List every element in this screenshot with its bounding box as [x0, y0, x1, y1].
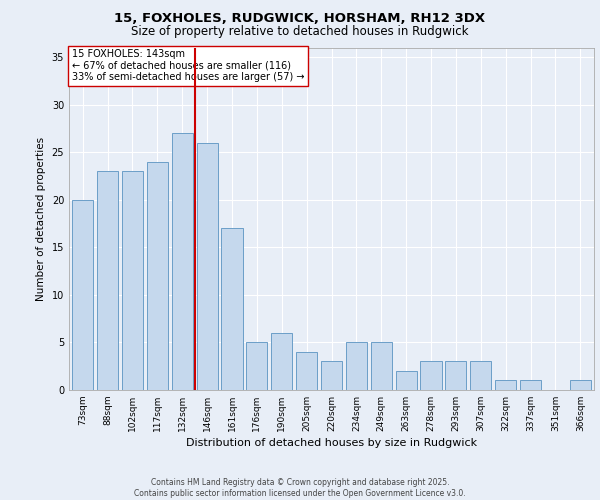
Bar [495, 380, 516, 390]
Bar [470, 362, 491, 390]
Text: 15 FOXHOLES: 143sqm
← 67% of detached houses are smaller (116)
33% of semi-detac: 15 FOXHOLES: 143sqm ← 67% of detached ho… [71, 49, 304, 82]
Bar [221, 228, 242, 390]
Bar [395, 371, 417, 390]
Text: Contains HM Land Registry data © Crown copyright and database right 2025.
Contai: Contains HM Land Registry data © Crown c… [134, 478, 466, 498]
Bar [321, 362, 342, 390]
Bar [445, 362, 466, 390]
Bar [271, 333, 292, 390]
Bar [147, 162, 168, 390]
Y-axis label: Number of detached properties: Number of detached properties [36, 136, 46, 301]
Bar [346, 342, 367, 390]
Bar [246, 342, 268, 390]
Bar [97, 171, 118, 390]
Bar [197, 142, 218, 390]
Bar [371, 342, 392, 390]
Text: Size of property relative to detached houses in Rudgwick: Size of property relative to detached ho… [131, 25, 469, 38]
Bar [421, 362, 442, 390]
Bar [122, 171, 143, 390]
Bar [172, 133, 193, 390]
Bar [570, 380, 591, 390]
Bar [296, 352, 317, 390]
Text: 15, FOXHOLES, RUDGWICK, HORSHAM, RH12 3DX: 15, FOXHOLES, RUDGWICK, HORSHAM, RH12 3D… [115, 12, 485, 26]
Bar [520, 380, 541, 390]
Bar [72, 200, 93, 390]
X-axis label: Distribution of detached houses by size in Rudgwick: Distribution of detached houses by size … [186, 438, 477, 448]
